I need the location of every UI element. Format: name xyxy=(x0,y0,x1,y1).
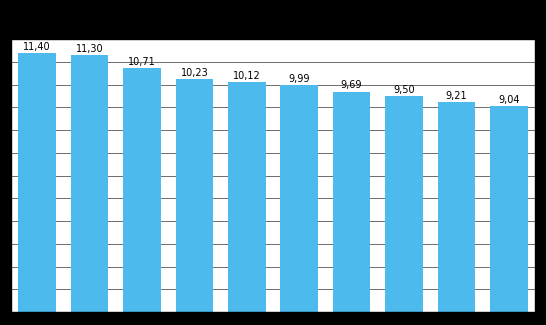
Bar xyxy=(280,85,318,312)
Text: 11,40: 11,40 xyxy=(23,42,51,51)
Text: 11,30: 11,30 xyxy=(76,44,103,54)
Text: 10,71: 10,71 xyxy=(128,57,156,67)
Text: 9,69: 9,69 xyxy=(341,80,363,90)
Bar xyxy=(437,102,476,312)
Text: 9,21: 9,21 xyxy=(446,91,467,101)
Bar xyxy=(385,96,423,312)
Text: 9,04: 9,04 xyxy=(498,95,520,105)
Bar xyxy=(70,55,109,312)
Bar xyxy=(175,79,213,312)
Bar xyxy=(490,106,528,312)
Bar xyxy=(18,53,56,312)
Text: 10,23: 10,23 xyxy=(181,68,208,78)
Bar xyxy=(228,82,266,312)
Bar xyxy=(333,92,371,312)
Bar xyxy=(123,68,161,312)
Text: 9,99: 9,99 xyxy=(288,73,310,84)
Text: 9,50: 9,50 xyxy=(393,85,415,95)
Text: 10,12: 10,12 xyxy=(233,71,260,81)
